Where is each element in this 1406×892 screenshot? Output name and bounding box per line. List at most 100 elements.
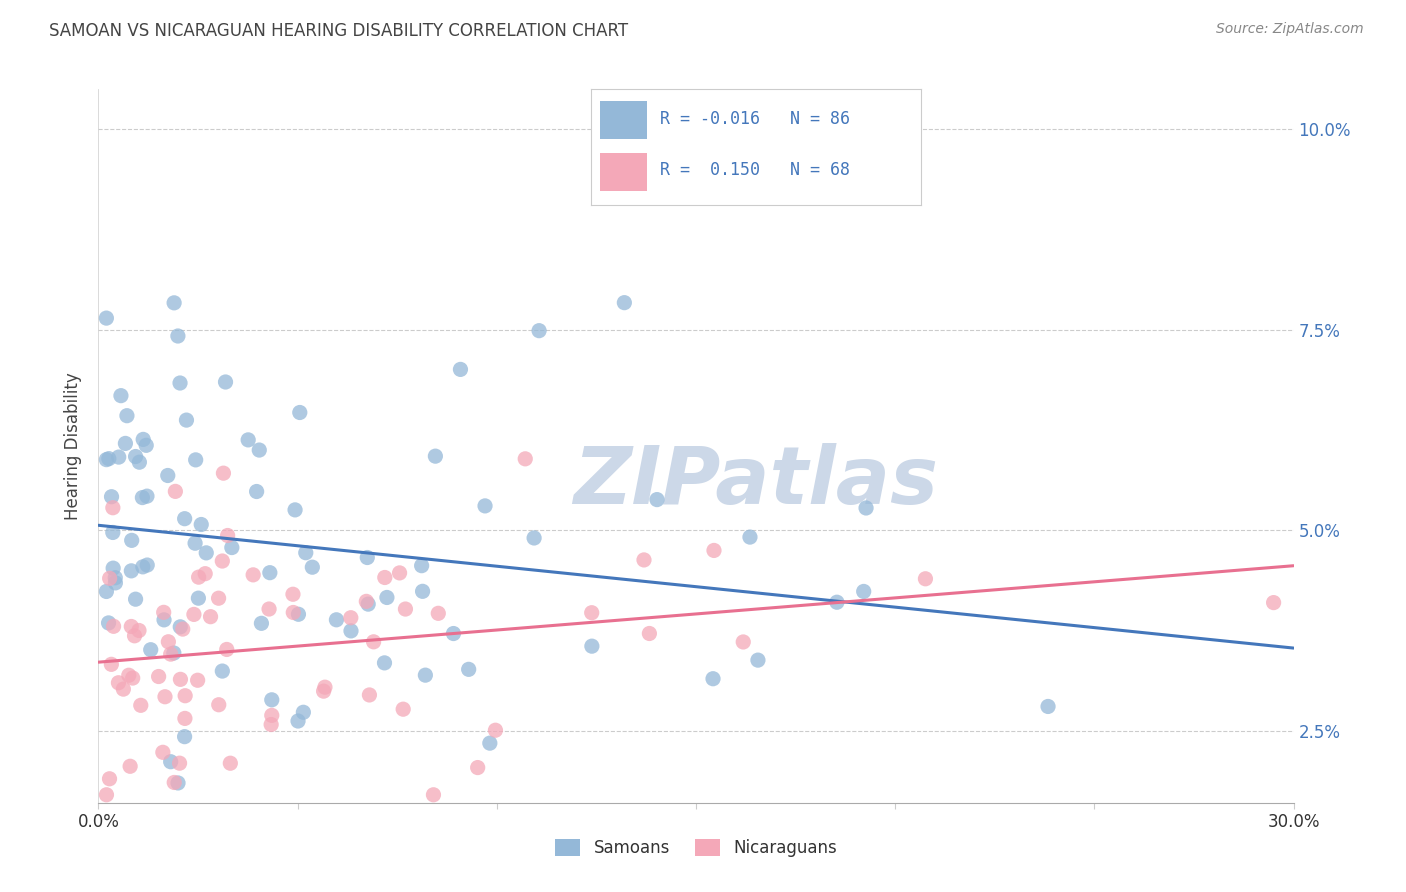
Point [136,489,159,503]
Point [427,607,450,621]
Point [118,668,141,682]
Point [301,560,323,574]
Text: ZIPatlas: ZIPatlas [574,442,938,521]
Point [131,491,153,505]
Point [260,717,283,731]
Point [703,543,725,558]
Point [217,528,239,542]
Point [174,689,197,703]
Point [260,708,283,723]
Point [98,772,121,786]
Point [523,531,546,545]
Point [128,624,150,638]
Point [104,571,127,585]
Point [152,605,174,619]
Point [190,517,212,532]
Legend: Samoans, Nicaraguans: Samoans, Nicaraguans [547,831,845,866]
Point [855,500,877,515]
Point [100,490,122,504]
Point [284,503,307,517]
Point [287,607,309,622]
Point [172,622,194,636]
Point [195,546,218,560]
Point [101,500,124,515]
Point [165,484,187,499]
Point [159,755,181,769]
FancyBboxPatch shape [600,101,647,139]
Point [359,688,381,702]
Point [176,413,198,427]
Point [633,553,655,567]
Point [98,571,121,585]
Point [211,554,233,568]
Point [914,572,936,586]
Point [250,616,273,631]
Point [107,450,129,464]
Point [422,788,444,802]
Point [581,639,603,653]
Point [169,673,191,687]
Point [115,409,138,423]
Point [211,664,233,678]
Point [288,405,311,419]
Y-axis label: Hearing Disability: Hearing Disability [65,372,83,520]
Point [101,561,124,575]
Point [96,311,118,326]
Point [581,606,603,620]
Point [340,624,363,638]
Point [645,492,668,507]
Point [443,626,465,640]
Point [156,468,179,483]
Point [260,693,283,707]
Point [139,642,162,657]
Point [287,714,309,728]
Point [638,626,661,640]
Point [702,672,724,686]
Point [214,375,236,389]
Point [215,642,238,657]
Point [153,690,176,704]
Point [163,646,186,660]
Point [527,324,550,338]
Point [242,567,264,582]
Point [281,587,304,601]
Point [169,756,191,771]
Point [457,662,479,676]
Point [121,671,143,685]
Point [425,449,447,463]
Point [173,511,195,525]
Point [219,756,242,771]
Point [120,619,142,633]
Text: SAMOAN VS NICARAGUAN HEARING DISABILITY CORRELATION CHART: SAMOAN VS NICARAGUAN HEARING DISABILITY … [49,22,628,40]
Point [246,484,269,499]
Point [356,594,378,608]
Point [415,668,437,682]
Point [96,584,118,599]
Point [107,675,129,690]
Point [128,455,150,469]
Point [200,609,222,624]
Point [388,566,411,580]
Point [363,635,385,649]
Point [167,776,190,790]
Point [132,559,155,574]
Point [294,546,316,560]
Point [184,453,207,467]
Point [163,296,186,310]
Point [613,295,636,310]
Point [173,730,195,744]
Point [169,620,191,634]
Point [152,745,174,759]
Text: Source: ZipAtlas.com: Source: ZipAtlas.com [1216,22,1364,37]
Point [120,759,142,773]
Point [132,433,155,447]
Point [356,550,378,565]
Point [375,591,398,605]
Point [100,657,122,672]
Point [163,775,186,789]
Point [373,656,395,670]
Point [747,653,769,667]
Point [1036,699,1059,714]
Point [340,611,363,625]
Point [825,595,848,609]
